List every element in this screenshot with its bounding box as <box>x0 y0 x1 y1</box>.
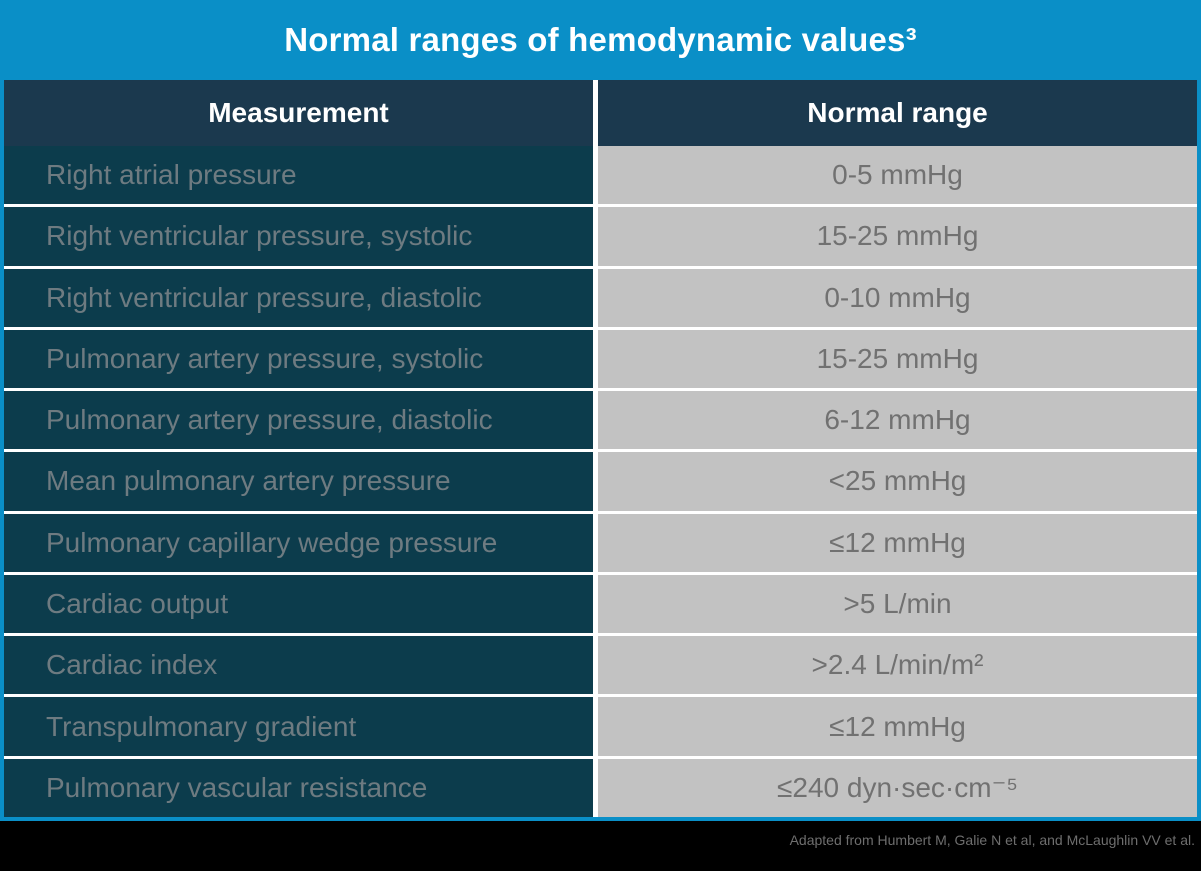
normal-range-cell: ≤12 mmHg <box>598 697 1197 756</box>
normal-range-cell: ≤12 mmHg <box>598 513 1197 572</box>
normal-range-cell: 6-12 mmHg <box>598 391 1197 450</box>
page-title: Normal ranges of hemodynamic values³ <box>284 21 917 58</box>
citation-bar: Adapted from Humbert M, Galie N et al, a… <box>0 821 1201 871</box>
measurement-cell: Pulmonary artery pressure, diastolic <box>4 391 598 450</box>
normal-range-cell: >5 L/min <box>598 574 1197 634</box>
citation-text: Adapted from Humbert M, Galie N et al, a… <box>789 832 1195 848</box>
normal-range-cell: >2.4 L/min/m² <box>598 636 1197 695</box>
measurement-cell: Pulmonary vascular resistance <box>4 758 598 817</box>
table-row: Pulmonary artery pressure, diastolic 6-1… <box>4 388 1197 450</box>
measurement-cell: Right atrial pressure <box>4 146 598 205</box>
measurement-cell: Mean pulmonary artery pressure <box>4 452 598 511</box>
column-header-normal-range: Normal range <box>598 80 1197 146</box>
measurement-cell: Cardiac index <box>4 636 598 695</box>
table-row: Cardiac output >5 L/min <box>4 571 1197 634</box>
table-row: Right atrial pressure 0-5 mmHg <box>4 146 1197 205</box>
normal-range-cell: 15-25 mmHg <box>598 207 1197 266</box>
normal-range-cell: ≤240 dyn·sec·cm⁻⁵ <box>598 758 1197 817</box>
measurement-cell: Pulmonary capillary wedge pressure <box>4 513 598 572</box>
table-row: Mean pulmonary artery pressure <25 mmHg <box>4 449 1197 511</box>
title-banner: Normal ranges of hemodynamic values³ <box>0 0 1201 80</box>
normal-range-cell: 15-25 mmHg <box>598 329 1197 389</box>
table-row: Transpulmonary gradient ≤12 mmHg <box>4 694 1197 756</box>
hemodynamic-table: Measurement Normal range Right atrial pr… <box>0 80 1201 821</box>
table-row: Pulmonary capillary wedge pressure ≤12 m… <box>4 510 1197 572</box>
column-header-measurement: Measurement <box>4 80 598 146</box>
table-row: Pulmonary vascular resistance ≤240 dyn·s… <box>4 755 1197 817</box>
table-row: Cardiac index >2.4 L/min/m² <box>4 633 1197 695</box>
measurement-cell: Right ventricular pressure, diastolic <box>4 268 598 327</box>
measurement-cell: Right ventricular pressure, systolic <box>4 207 598 266</box>
normal-range-cell: 0-10 mmHg <box>598 268 1197 327</box>
table-body: Right atrial pressure 0-5 mmHg Right ven… <box>4 146 1197 817</box>
table-row: Pulmonary artery pressure, systolic 15-2… <box>4 326 1197 389</box>
normal-range-cell: 0-5 mmHg <box>598 146 1197 205</box>
table-row: Right ventricular pressure, systolic 15-… <box>4 204 1197 266</box>
measurement-cell: Pulmonary artery pressure, systolic <box>4 329 598 389</box>
measurement-cell: Transpulmonary gradient <box>4 697 598 756</box>
table-row: Right ventricular pressure, diastolic 0-… <box>4 265 1197 327</box>
normal-range-cell: <25 mmHg <box>598 452 1197 511</box>
measurement-cell: Cardiac output <box>4 574 598 634</box>
table-header-row: Measurement Normal range <box>4 80 1197 146</box>
